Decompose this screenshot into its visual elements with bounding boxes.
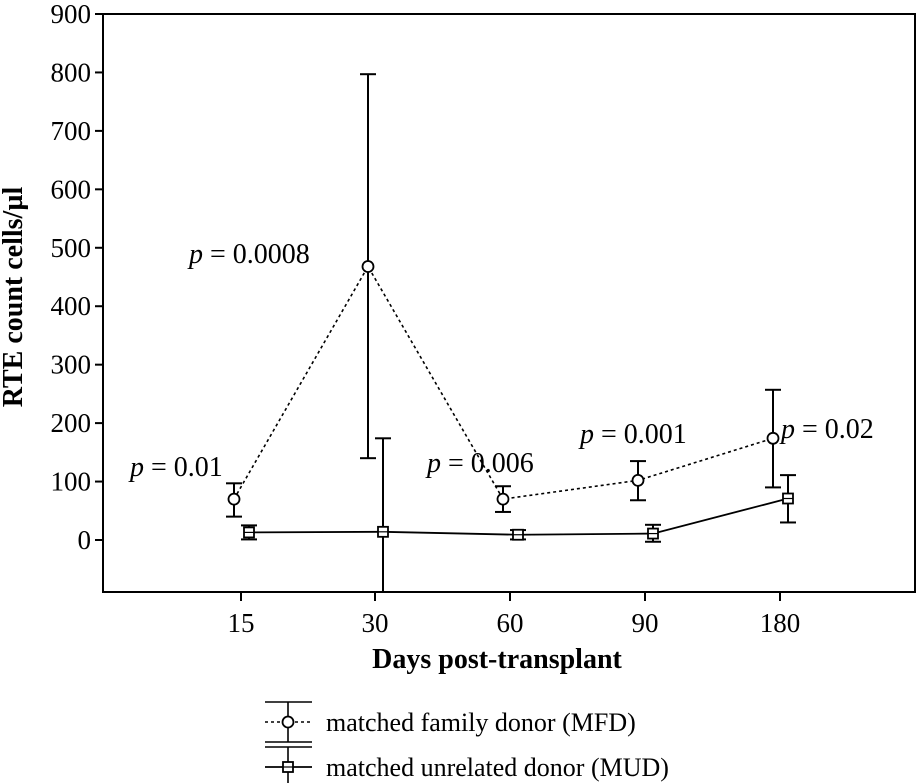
x-tick-label: 60 — [497, 608, 524, 638]
series-mud — [241, 437, 796, 593]
p-value-annotation: p = 0.001 — [578, 419, 687, 450]
p-value-annotation: p = 0.006 — [425, 448, 534, 479]
p-value-text: = 0.01 — [144, 452, 223, 483]
p-symbol: p — [128, 452, 144, 483]
y-tick-label: 800 — [51, 57, 92, 87]
y-tick-label: 500 — [51, 233, 92, 263]
series-layer — [226, 73, 796, 593]
x-axis-ticks: 15 30 60 90 180 — [228, 592, 801, 638]
p-value-text: = 0.006 — [441, 448, 534, 479]
p-symbol: p — [578, 419, 594, 450]
data-point — [227, 492, 241, 506]
x-tick-label: 15 — [228, 608, 255, 638]
legend: matched family donor (MFD) matched unrela… — [265, 701, 669, 783]
legend-item-mfd: matched family donor (MFD) — [265, 701, 636, 743]
legend-label: matched family donor (MFD) — [326, 708, 636, 737]
p-value-text: = 0.0008 — [203, 239, 310, 270]
data-point — [766, 431, 780, 445]
plot-frame — [102, 13, 916, 593]
p-symbol: p — [779, 414, 795, 445]
data-point — [361, 260, 375, 273]
data-point — [496, 492, 510, 506]
y-tick-label: 0 — [78, 525, 92, 555]
y-axis-title: RTE count cells/µl — [0, 187, 29, 408]
y-tick-label: 300 — [51, 350, 92, 380]
x-tick-label: 180 — [760, 608, 801, 638]
y-tick-label: 600 — [51, 174, 92, 204]
data-point — [631, 473, 645, 487]
legend-marker — [281, 715, 295, 729]
x-tick-label: 30 — [362, 608, 389, 638]
legend-item-mud: matched unrelated donor (MUD) — [265, 746, 669, 783]
p-value-annotation: p = 0.0008 — [187, 239, 310, 270]
x-axis-title: Days post-transplant — [372, 644, 622, 675]
p-value-annotation: p = 0.01 — [128, 452, 223, 483]
y-tick-label: 700 — [51, 116, 92, 146]
series-line — [233, 264, 774, 500]
axes — [102, 13, 916, 593]
p-value-text: = 0.02 — [795, 414, 874, 445]
x-tick-label: 90 — [632, 608, 659, 638]
y-tick-label: 400 — [51, 291, 92, 321]
p-value-text: = 0.001 — [594, 419, 687, 450]
p-value-annotation: p = 0.02 — [779, 414, 874, 445]
series-mfd — [226, 73, 781, 518]
y-tick-label: 100 — [51, 467, 92, 497]
p-symbol: p — [425, 448, 441, 479]
legend-label: matched unrelated donor (MUD) — [326, 753, 669, 782]
y-axis-ticks: 0 100 200 300 400 500 600 700 800 900 — [51, 0, 103, 555]
p-symbol: p — [187, 239, 203, 270]
y-tick-label: 900 — [51, 0, 92, 29]
y-tick-label: 200 — [51, 408, 92, 438]
